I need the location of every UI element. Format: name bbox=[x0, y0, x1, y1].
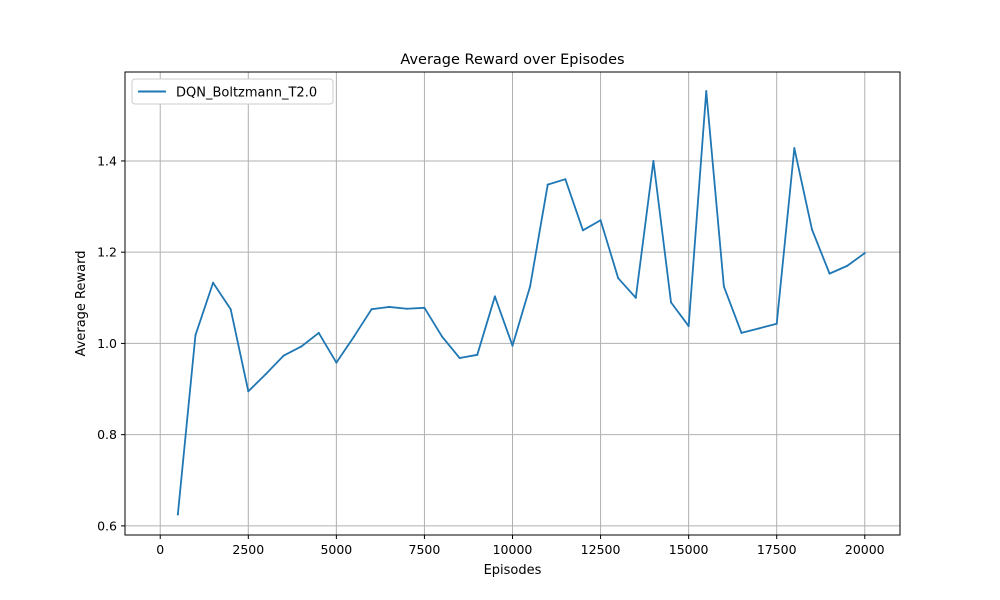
data-point bbox=[599, 219, 602, 222]
data-point bbox=[687, 325, 690, 328]
legend-box bbox=[131, 78, 334, 105]
data-point bbox=[176, 513, 179, 516]
y-axis: 0.6 0.8 1.0 1.2 1.4 bbox=[97, 153, 125, 533]
y-tick-label: 0.6 bbox=[97, 518, 117, 533]
x-tick-label: 17500 bbox=[757, 542, 797, 557]
data-point bbox=[441, 335, 444, 338]
y-tick-label: 1.4 bbox=[97, 153, 117, 168]
data-point bbox=[493, 295, 496, 298]
data-point bbox=[810, 228, 813, 231]
data-point bbox=[846, 264, 849, 267]
y-tick-label: 1.2 bbox=[97, 245, 117, 260]
x-tick-label: 0 bbox=[156, 542, 164, 557]
y-tick-label: 0.8 bbox=[97, 427, 117, 442]
y-axis-label: Average Reward bbox=[74, 251, 89, 357]
data-point bbox=[546, 183, 549, 186]
data-point bbox=[740, 331, 743, 334]
data-point bbox=[670, 301, 673, 304]
data-point bbox=[863, 252, 866, 255]
data-point bbox=[652, 159, 655, 162]
x-tick-label: 15000 bbox=[669, 542, 709, 557]
grid bbox=[125, 72, 900, 535]
x-tick-label: 10000 bbox=[493, 542, 533, 557]
data-point bbox=[247, 390, 250, 393]
data-point bbox=[370, 308, 373, 311]
data-point bbox=[458, 357, 461, 360]
legend-label: DQN_Boltzmann_T2.0 bbox=[176, 86, 317, 101]
data-point bbox=[617, 277, 620, 280]
data-point bbox=[828, 272, 831, 275]
x-tick-label: 2500 bbox=[232, 542, 264, 557]
data-point bbox=[775, 322, 778, 325]
data-point bbox=[317, 331, 320, 334]
x-axis: 0 2500 5000 7500 10000 12500 15000 17500 20000 bbox=[156, 535, 885, 557]
data-point bbox=[758, 327, 761, 330]
data-point bbox=[229, 308, 232, 311]
x-tick-label: 20000 bbox=[845, 542, 885, 557]
data-point bbox=[405, 307, 408, 310]
x-tick-label: 5000 bbox=[320, 542, 352, 557]
data-point bbox=[581, 229, 584, 232]
data-point bbox=[194, 334, 197, 337]
x-axis-label: Episodes bbox=[484, 563, 542, 578]
data-point bbox=[335, 361, 338, 364]
data-point bbox=[212, 281, 215, 284]
chart-title: Average Reward over Episodes bbox=[400, 52, 624, 68]
data-point bbox=[300, 345, 303, 348]
data-point bbox=[511, 344, 514, 347]
data-point bbox=[264, 372, 267, 375]
data-point bbox=[705, 90, 708, 93]
data-point bbox=[388, 305, 391, 308]
data-point bbox=[722, 285, 725, 288]
x-tick-label: 7500 bbox=[409, 542, 441, 557]
data-point bbox=[529, 285, 532, 288]
data-point bbox=[634, 296, 637, 299]
legend: DQN_Boltzmann_T2.0 bbox=[131, 78, 334, 105]
data-point bbox=[564, 178, 567, 181]
x-tick-label: 12500 bbox=[581, 542, 621, 557]
data-point bbox=[423, 306, 426, 309]
data-point bbox=[352, 335, 355, 338]
series-layer bbox=[176, 90, 866, 516]
data-point bbox=[476, 353, 479, 356]
data-point bbox=[793, 147, 796, 150]
data-point bbox=[282, 354, 285, 357]
series-line bbox=[176, 90, 866, 515]
y-tick-label: 1.0 bbox=[97, 336, 117, 351]
